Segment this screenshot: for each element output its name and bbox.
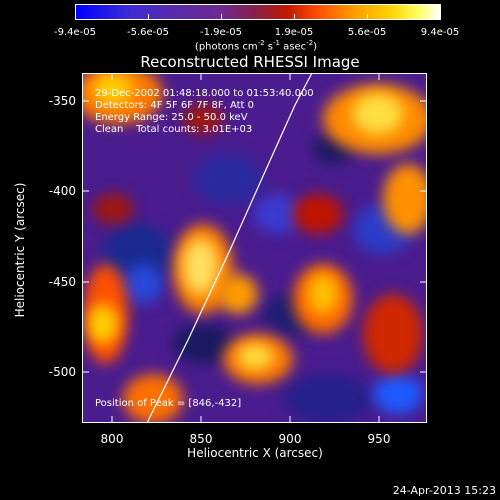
rhessi-image-map (82, 73, 427, 423)
colorbar-tick (148, 14, 149, 20)
x-axis-label: Heliocentric X (arcsec) (187, 446, 323, 460)
solar-limb-line (146, 72, 313, 424)
plot-timestamp: 24-Apr-2013 15:23 (392, 484, 496, 497)
info-line-time: 29-Dec-2002 01:48:18.000 to 01:53:40.000 (95, 88, 314, 99)
image-blob (183, 104, 223, 134)
image-blob (353, 94, 403, 134)
colorbar-tick (221, 14, 222, 20)
colorbar-tick (75, 14, 76, 20)
colorbar-tick-label: -9.4e-05 (54, 27, 96, 38)
colorbar (75, 4, 441, 20)
colorbar-tick (367, 14, 368, 20)
image-blob (293, 194, 343, 234)
info-line-energy: Energy Range: 25.0 - 50.0 keV (95, 112, 248, 123)
y-tick-label: -450 (48, 275, 76, 289)
colorbar-tick-label: 1.9e-05 (274, 27, 314, 38)
image-blob (123, 264, 163, 304)
image-blob (123, 374, 183, 422)
colorbar-tick (294, 14, 295, 20)
image-blob (238, 344, 273, 369)
x-tick-label: 800 (100, 432, 124, 446)
image-blob (183, 239, 218, 294)
colorbar-tick-label: 9.4e-05 (420, 27, 460, 38)
image-blob (363, 294, 423, 374)
y-tick-label: -400 (48, 184, 76, 198)
image-blob (308, 274, 338, 314)
y-tick-label: -350 (48, 94, 76, 108)
y-tick-label: -500 (48, 365, 76, 379)
info-line-counts: Clean Total counts: 3.01E+03 (95, 124, 253, 135)
x-tick-label: 950 (367, 432, 391, 446)
colorbar-units: (photons cm-2 s-1 asec-2) (194, 39, 318, 53)
colorbar-tick-label: 5.6e-05 (347, 27, 387, 38)
peak-position: Position of Peak = [846,-432] (95, 398, 242, 409)
image-blob (373, 374, 423, 414)
image-blob (88, 304, 118, 344)
colorbar-tick (440, 14, 441, 20)
x-tick-label: 900 (278, 432, 302, 446)
image-title: Reconstructed RHESSI Image (140, 53, 360, 71)
image-blob (283, 374, 373, 422)
x-tick-label: 850 (189, 432, 213, 446)
observation-info: 29-Dec-2002 01:48:18.000 to 01:53:40.000… (95, 88, 314, 136)
image-blob (383, 164, 426, 234)
colorbar-tick-label: -1.9e-05 (200, 27, 242, 38)
image-blob (93, 74, 133, 104)
y-axis-label: Heliocentric Y (arcsec) (13, 182, 27, 318)
image-blob (193, 154, 263, 204)
image-blob (218, 274, 258, 314)
colorbar-tick-label: -5.6e-05 (127, 27, 169, 38)
info-line-detectors: Detectors: 4F 5F 6F 7F 8F, Att 0 (95, 100, 255, 111)
image-blob (93, 194, 133, 224)
